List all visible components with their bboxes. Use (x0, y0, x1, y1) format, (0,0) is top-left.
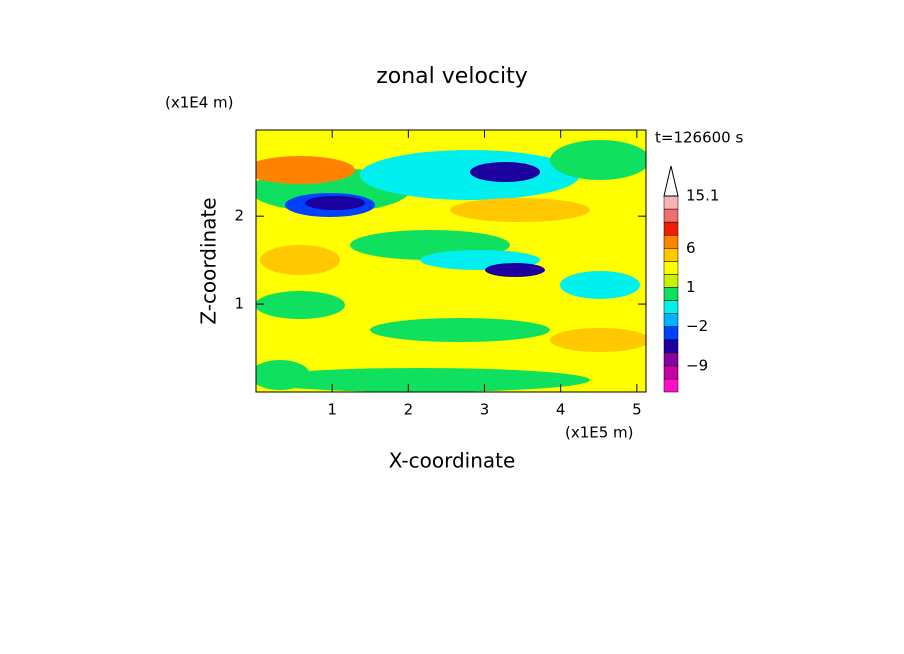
colorbar-segment (663, 313, 679, 327)
plot-frame (255, 129, 647, 393)
colorbar-segment (663, 287, 679, 301)
x-tick-label: 1 (327, 401, 337, 419)
colorbar-segment (663, 274, 679, 288)
y-tick-label: 1 (234, 295, 244, 313)
colorbar-segment (663, 208, 679, 223)
y-axis-label: Z-coordinate (197, 197, 221, 324)
chart-title: zonal velocity (376, 64, 528, 89)
colorbar-segment (663, 365, 679, 380)
y-unit: (x1E4 m) (165, 94, 234, 112)
colorbar-segment (663, 221, 679, 236)
colorbar-label: −2 (686, 317, 708, 335)
contour-field (256, 130, 646, 392)
colorbar-segment (663, 248, 679, 262)
x-axis-label: X-coordinate (389, 449, 516, 473)
y-tick-label: 2 (234, 207, 244, 225)
colorbar-segment (663, 234, 679, 249)
x-tick-label: 4 (556, 401, 566, 419)
colorbar-arrow (663, 165, 679, 197)
colorbar-segment (663, 326, 679, 340)
colorbar-segment (663, 195, 679, 210)
x-tick-label: 3 (480, 401, 490, 419)
colorbar-label: −9 (686, 356, 708, 374)
x-tick-label: 5 (632, 401, 642, 419)
x-unit: (x1E5 m) (565, 424, 634, 442)
colorbar-segment (663, 300, 679, 314)
x-tick-label: 2 (404, 401, 414, 419)
colorbar-label: 1 (686, 278, 696, 296)
colorbar-segment (663, 352, 679, 367)
colorbar-segment (663, 378, 679, 393)
colorbar-label: 6 (686, 239, 696, 257)
time-label: t=126600 s (655, 129, 743, 147)
colorbar-label: 15.1 (686, 187, 719, 205)
colorbar-segment (663, 261, 679, 275)
colorbar-segment (663, 339, 679, 354)
